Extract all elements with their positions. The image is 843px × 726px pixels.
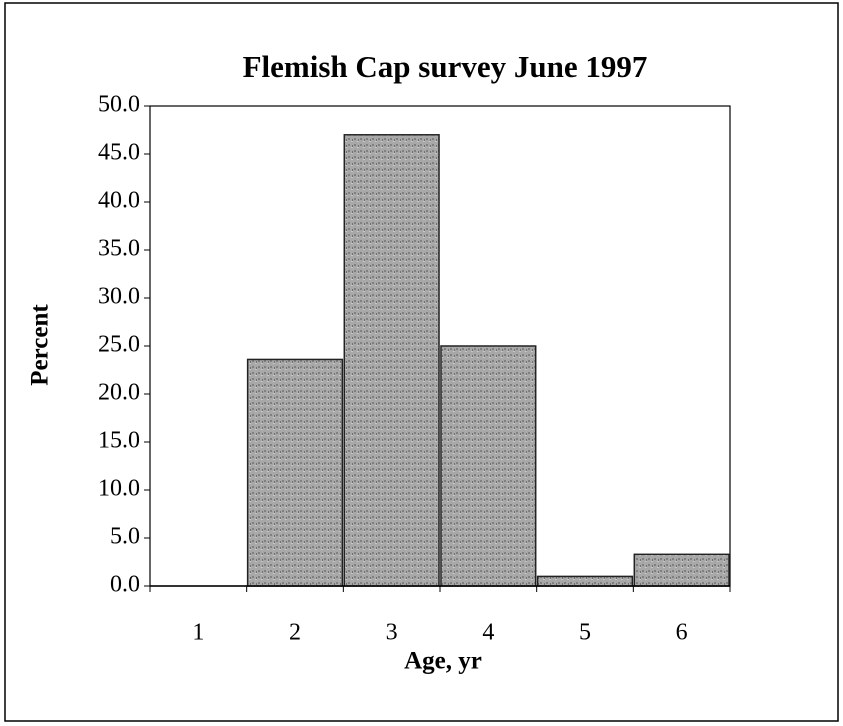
x-tick-label: 6 [676, 620, 688, 646]
y-tick-label: 50.0 [98, 92, 140, 118]
x-tick-label: 5 [579, 620, 591, 646]
y-tick-label: 25.0 [98, 332, 140, 358]
y-tick-label: 35.0 [98, 236, 140, 262]
x-tick-label: 4 [482, 620, 494, 646]
y-tick-label: 15.0 [98, 428, 140, 454]
bar [633, 553, 730, 587]
y-tick-label: 5.0 [110, 524, 140, 550]
x-tick-label: 1 [192, 620, 204, 646]
bar [536, 575, 634, 587]
frame [4, 2, 839, 722]
y-tick-label: 30.0 [98, 284, 140, 310]
bar [246, 358, 344, 587]
plot-area [149, 105, 731, 587]
y-tick-label: 45.0 [98, 140, 140, 166]
bar [343, 134, 440, 587]
x-tick-label: 2 [289, 620, 301, 646]
chart-title: Flemish Cap survey June 1997 [243, 49, 648, 84]
y-tick-label: 0.0 [110, 572, 140, 598]
y-tick-label: 20.0 [98, 380, 140, 406]
y-axis-title: Percent [27, 304, 54, 386]
y-tick-label: 10.0 [98, 476, 140, 502]
bar [440, 345, 537, 587]
y-tick-label: 40.0 [98, 188, 140, 214]
x-axis-title: Age, yr [404, 648, 482, 675]
x-tick-label: 3 [386, 620, 398, 646]
